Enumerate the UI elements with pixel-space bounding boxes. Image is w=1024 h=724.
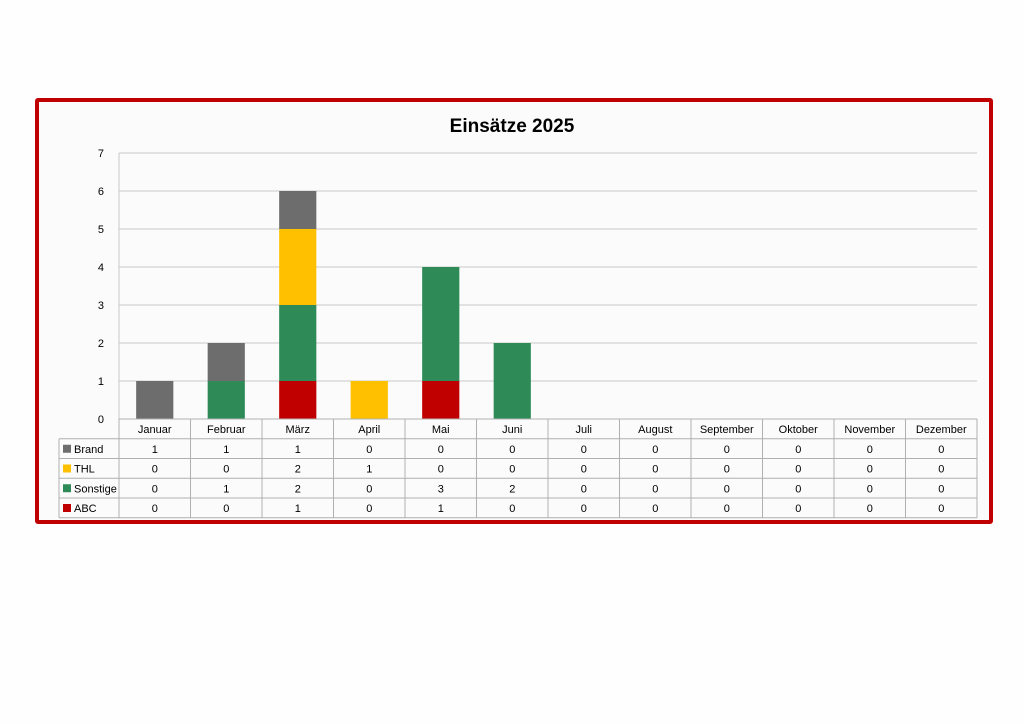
bar (279, 381, 317, 419)
data-label: 0 (509, 464, 515, 476)
data-label: 0 (724, 483, 730, 495)
data-label: 0 (938, 444, 944, 456)
data-label: 0 (652, 503, 658, 515)
data-label: 0 (581, 503, 587, 515)
data-label: 1 (366, 464, 372, 476)
data-label: 0 (867, 444, 873, 456)
legend-swatch (63, 444, 71, 453)
data-label: 0 (509, 503, 515, 515)
data-label: 1 (295, 444, 301, 456)
y-tick-label: 1 (98, 376, 104, 388)
y-tick-label: 0 (98, 414, 104, 426)
x-tick-label: August (638, 424, 672, 436)
bar (422, 267, 460, 381)
data-label: 0 (438, 444, 444, 456)
x-tick-label: April (358, 424, 380, 436)
data-label: 0 (867, 503, 873, 515)
bar (493, 343, 531, 419)
legend-label: THL (74, 464, 95, 476)
data-label: 2 (295, 464, 301, 476)
legend-swatch (63, 504, 71, 512)
data-label: 1 (295, 503, 301, 515)
data-label: 0 (724, 464, 730, 476)
x-tick-label: Dezember (916, 424, 967, 436)
x-tick-label: Juli (575, 424, 592, 436)
data-label: 0 (867, 483, 873, 495)
y-tick-label: 6 (98, 186, 104, 198)
data-label: 0 (223, 503, 229, 515)
bar (279, 191, 317, 229)
data-label: 0 (223, 464, 229, 476)
data-label: 0 (152, 503, 158, 515)
legend-swatch (63, 464, 71, 473)
legend-swatch (63, 484, 71, 493)
x-tick-label: Mai (432, 424, 450, 436)
data-label: 1 (223, 444, 229, 456)
data-label: 0 (581, 483, 587, 495)
data-label: 0 (366, 503, 372, 515)
y-tick-label: 4 (98, 262, 104, 274)
x-tick-label: September (700, 424, 754, 436)
data-label: 0 (724, 503, 730, 515)
data-label: 0 (652, 483, 658, 495)
x-tick-label: Oktober (779, 424, 818, 436)
x-tick-label: März (286, 424, 310, 436)
data-label: 0 (938, 483, 944, 495)
x-tick-label: Juni (502, 424, 522, 436)
data-label: 0 (581, 464, 587, 476)
bar (136, 381, 174, 419)
data-label: 0 (938, 503, 944, 515)
bar (350, 381, 388, 419)
chart-frame (35, 98, 993, 524)
data-label: 0 (366, 483, 372, 495)
data-label: 1 (152, 444, 158, 456)
data-label: 0 (795, 483, 801, 495)
data-label: 1 (438, 503, 444, 515)
chart-title: Einsätze 2025 (450, 116, 575, 137)
data-label: 2 (509, 483, 515, 495)
y-tick-label: 2 (98, 338, 104, 350)
bar (207, 381, 245, 419)
bar (279, 229, 317, 305)
data-label: 0 (867, 464, 873, 476)
data-label: 0 (581, 444, 587, 456)
data-label: 0 (724, 444, 730, 456)
data-label: 0 (795, 464, 801, 476)
x-tick-label: Februar (207, 424, 246, 436)
data-label: 2 (295, 483, 301, 495)
legend-label: ABC (74, 503, 97, 515)
legend-label: Sonstige (74, 483, 117, 495)
data-label: 1 (223, 483, 229, 495)
legend-label: Brand (74, 444, 103, 456)
data-label: 0 (795, 444, 801, 456)
data-label: 0 (509, 444, 515, 456)
data-label: 0 (152, 464, 158, 476)
y-tick-label: 5 (98, 224, 104, 236)
x-tick-label: November (844, 424, 895, 436)
data-label: 0 (938, 464, 944, 476)
y-tick-label: 7 (98, 148, 104, 160)
bar (279, 305, 317, 381)
bar (422, 381, 460, 419)
y-tick-label: 3 (98, 300, 104, 312)
data-label: 0 (152, 483, 158, 495)
data-label: 0 (366, 444, 372, 456)
data-label: 0 (438, 464, 444, 476)
x-tick-label: Januar (138, 424, 172, 436)
data-label: 0 (652, 464, 658, 476)
data-label: 0 (652, 444, 658, 456)
bar (207, 343, 245, 381)
data-label: 0 (795, 503, 801, 515)
data-label: 3 (438, 483, 444, 495)
